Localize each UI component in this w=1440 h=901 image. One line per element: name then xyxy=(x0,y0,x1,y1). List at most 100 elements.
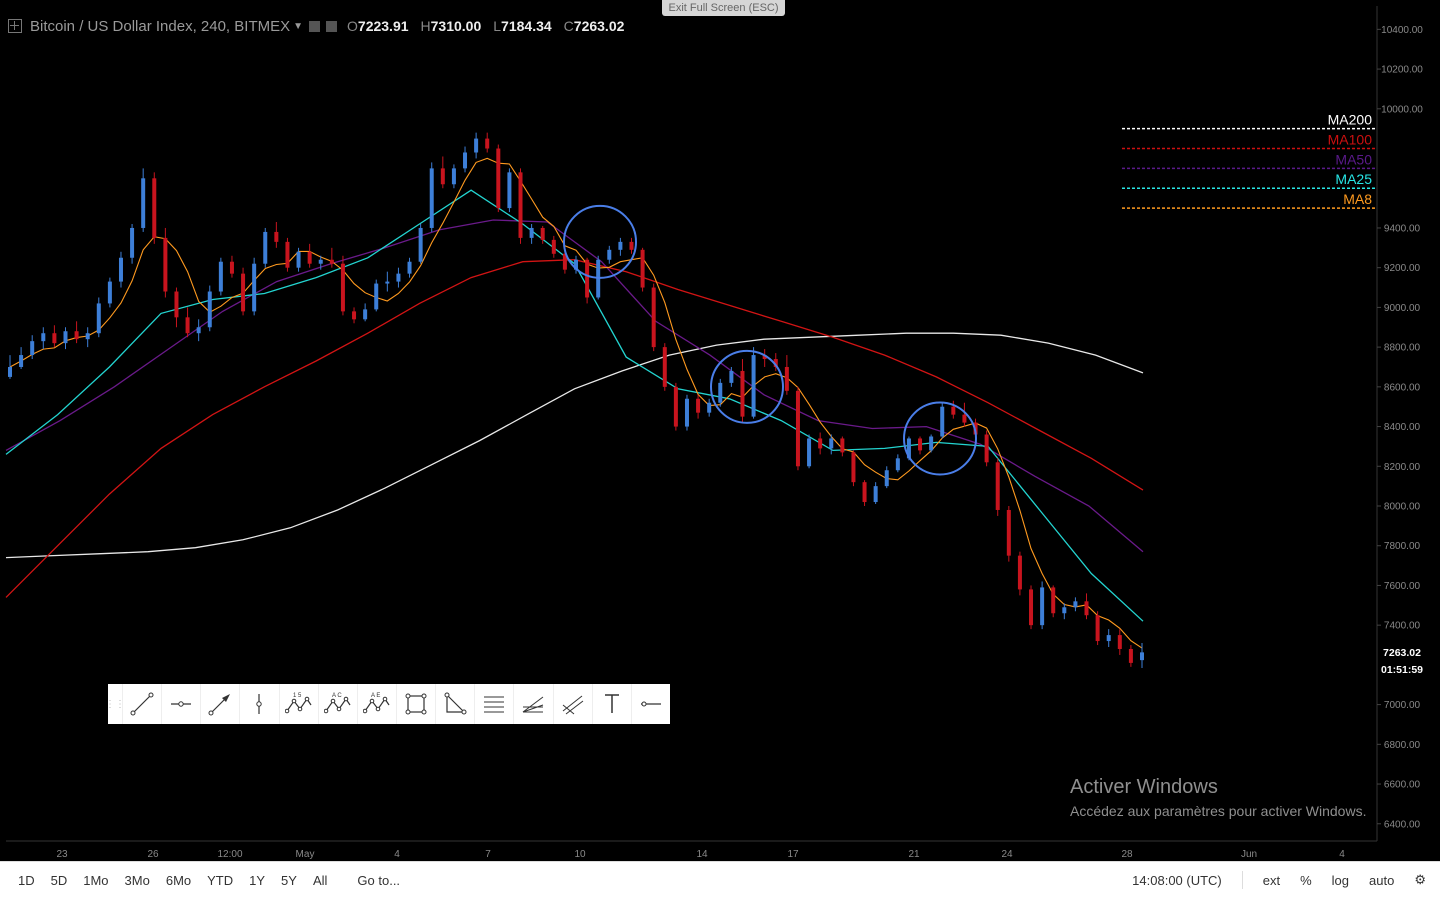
symbol-header: Bitcoin / US Dollar Index, 240, BITMEX ▼… xyxy=(8,16,624,36)
range-6mo-button[interactable]: 6Mo xyxy=(165,872,192,888)
xabcd-pattern-tool-icon[interactable]: A C xyxy=(317,684,357,724)
abcd-pattern-tool-icon[interactable]: 1 5 xyxy=(278,684,318,724)
legend-label-ma8: MA8 xyxy=(1343,191,1372,207)
candle-body xyxy=(784,366,789,391)
candle-body xyxy=(507,172,512,209)
time-tick-label: May xyxy=(296,849,315,860)
expand-icon[interactable] xyxy=(8,19,22,33)
text-tool-icon[interactable] xyxy=(591,684,631,724)
candle-body xyxy=(440,168,445,185)
annotation-circle[interactable] xyxy=(903,401,977,476)
candle-body xyxy=(729,370,734,383)
candle-body xyxy=(1040,587,1045,626)
candle-body xyxy=(895,458,900,471)
drag-handle-icon[interactable]: ⋮⋮ xyxy=(105,698,125,710)
ohlc-values: O7223.91 H7310.00 L7184.34 C7263.02 xyxy=(347,18,624,35)
moving-averages xyxy=(5,157,1144,649)
time-axis[interactable] xyxy=(6,841,1377,861)
price-tick-label: 6800.00 xyxy=(1384,740,1421,751)
settings-gear-icon[interactable]: ⚙ xyxy=(1414,872,1426,887)
candle-body xyxy=(340,263,345,312)
candle-body xyxy=(396,273,401,282)
triangle-tool-icon[interactable] xyxy=(435,684,474,724)
candle-body xyxy=(52,333,57,344)
symbol-title[interactable]: Bitcoin / US Dollar Index, 240, BITMEX xyxy=(30,17,291,35)
time-tick-label: 12:00 xyxy=(217,849,242,860)
candle-body xyxy=(518,172,523,238)
candle-body xyxy=(829,438,834,449)
candle-body xyxy=(629,241,634,250)
candle-body xyxy=(607,249,612,260)
candle-body xyxy=(740,370,745,417)
time-tick-label: 23 xyxy=(56,849,68,860)
go-to-date-button[interactable]: Go to... xyxy=(357,872,401,888)
candle-body xyxy=(429,168,434,228)
ma-line-ma8 xyxy=(9,157,1143,649)
candle-body xyxy=(1106,635,1111,642)
candle-body xyxy=(696,398,701,413)
legend-label-ma25: MA25 xyxy=(1335,171,1372,187)
range-ytd-button[interactable]: YTD xyxy=(207,872,234,888)
annotation-circle[interactable] xyxy=(710,349,784,424)
candle-body xyxy=(807,438,812,467)
drawing-toolbar: ⋮⋮ 1 5 A C A E xyxy=(105,684,670,724)
candle-body xyxy=(795,390,800,467)
horizontal-ray-tool-icon[interactable] xyxy=(161,684,200,724)
time-tick-label: Jun xyxy=(1241,849,1257,860)
percent-scale-toggle[interactable]: % xyxy=(1300,872,1312,888)
candle-body xyxy=(1140,652,1144,661)
utc-time-label[interactable]: 14:08:00 (UTC) xyxy=(1132,872,1222,888)
annotation-circles xyxy=(563,204,977,476)
vertical-line-tool-icon[interactable] xyxy=(239,684,278,724)
candle-body xyxy=(562,253,567,270)
range-1y-button[interactable]: 1Y xyxy=(249,872,266,888)
range-5d-button[interactable]: 5D xyxy=(50,872,68,888)
legend-label-ma100: MA100 xyxy=(1328,132,1373,148)
candle-body xyxy=(352,311,357,320)
candle-body xyxy=(118,257,123,282)
candle-body xyxy=(751,355,756,417)
trend-line-tool-icon[interactable] xyxy=(122,684,161,724)
price-tick-label: 6400.00 xyxy=(1384,819,1421,830)
price-tick-label: 8800.00 xyxy=(1384,343,1421,354)
rectangle-tool-icon[interactable] xyxy=(395,684,435,724)
settings-icon[interactable] xyxy=(309,20,321,32)
annotation-circle[interactable] xyxy=(563,204,637,279)
auto-scale-toggle[interactable]: auto xyxy=(1369,872,1395,888)
exit-fullscreen-button[interactable]: Exit Full Screen (ESC) xyxy=(662,0,785,16)
range-5y-button[interactable]: 5Y xyxy=(281,872,297,888)
date-range-selector: 1D 5D 1Mo 3Mo 6Mo YTD 1Y 5Y All Go to... xyxy=(10,862,408,898)
price-tick-label: 9400.00 xyxy=(1384,223,1421,234)
candle-body xyxy=(463,152,468,169)
bar-countdown-label: 01:51:59 xyxy=(1381,664,1423,676)
price-axis[interactable] xyxy=(1377,0,1440,861)
ext-hours-toggle[interactable]: ext xyxy=(1262,872,1281,888)
range-1mo-button[interactable]: 1Mo xyxy=(83,872,109,888)
range-1d-button[interactable]: 1D xyxy=(18,872,35,888)
abcde-pattern-tool-icon[interactable]: A E xyxy=(356,684,396,724)
candle-body xyxy=(229,261,234,274)
arrow-tool-icon[interactable] xyxy=(200,684,239,724)
candle-body xyxy=(1062,607,1067,614)
price-tick-label: 7600.00 xyxy=(1384,581,1421,592)
pitchfork-tool-icon[interactable] xyxy=(552,684,592,724)
candle-body xyxy=(385,281,390,284)
range-3mo-button[interactable]: 3Mo xyxy=(124,872,150,888)
hide-icon[interactable] xyxy=(326,20,338,32)
candle-body xyxy=(485,138,490,149)
candle-body xyxy=(1095,615,1100,642)
fib-fan-tool-icon[interactable] xyxy=(513,684,552,724)
candle-body xyxy=(1128,648,1133,663)
candle-body xyxy=(651,287,656,348)
horizontal-line-tool-icon[interactable] xyxy=(630,684,670,724)
chevron-down-icon[interactable]: ▼ xyxy=(293,20,304,32)
candle-body xyxy=(496,148,501,209)
range-all-button[interactable]: All xyxy=(312,872,328,888)
price-tick-label: 10200.00 xyxy=(1381,65,1423,76)
log-scale-toggle[interactable]: log xyxy=(1331,872,1350,888)
ma-line-ma200 xyxy=(5,332,1144,559)
candle-body xyxy=(107,281,112,304)
fib-retracement-tool-icon[interactable] xyxy=(474,684,513,724)
candle-body xyxy=(407,261,412,274)
